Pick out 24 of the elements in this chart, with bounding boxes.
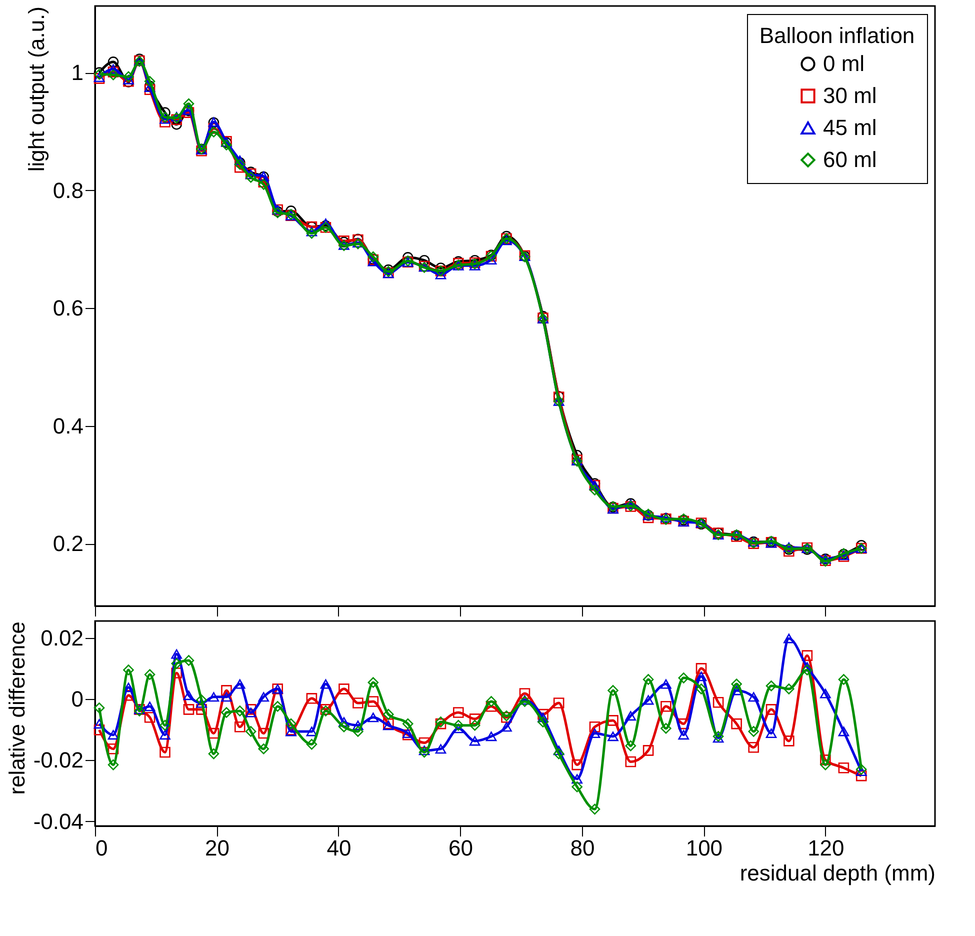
legend-label: 0 ml [823, 51, 865, 76]
x-tick-label: 100 [686, 836, 723, 860]
x-tick-label: 40 [326, 836, 352, 860]
x-tick-label: 60 [448, 836, 473, 860]
x-tick-label: 0 [96, 836, 108, 860]
x-tick-label: 80 [570, 836, 595, 860]
y-tick-label: 0.4 [52, 413, 84, 438]
y-tick-label: 0.6 [52, 296, 84, 321]
y-tick-label: 0.8 [52, 178, 84, 203]
y-axis-title: light output (a.u.) [24, 6, 49, 172]
x-tick-label: 120 [808, 836, 844, 860]
y-tick-label: -0.02 [33, 748, 84, 773]
y-axis-title: relative difference [4, 622, 30, 795]
y-tick-label: 0.2 [52, 531, 84, 556]
x-tick-label: 20 [204, 836, 230, 860]
legend-title: Balloon inflation [759, 23, 915, 48]
y-tick-label: 0.02 [40, 625, 84, 650]
legend-label: 30 ml [823, 83, 877, 108]
legend-label: 45 ml [823, 115, 877, 140]
y-tick-label: -0.04 [33, 808, 84, 834]
y-tick-label: 0 [71, 686, 84, 712]
x-axis-title: residual depth (mm) [740, 860, 936, 886]
y-tick-label: 1 [71, 60, 84, 86]
legend-label: 60 ml [823, 147, 877, 172]
